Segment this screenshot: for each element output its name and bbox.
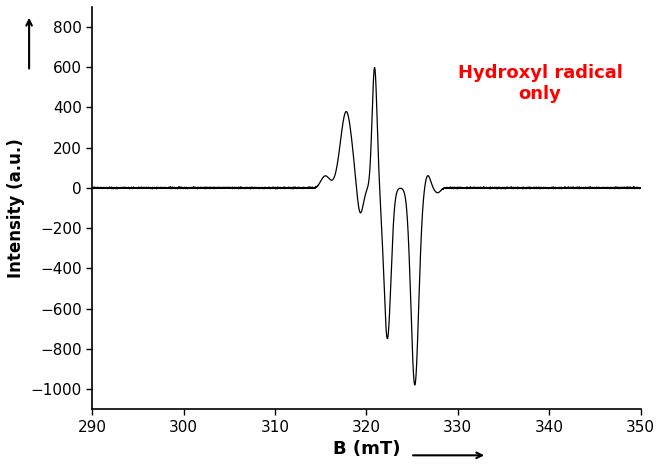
Y-axis label: Intensity (a.u.): Intensity (a.u.) <box>7 138 25 278</box>
X-axis label: B (mT): B (mT) <box>332 440 400 458</box>
Text: Hydroxyl radical
only: Hydroxyl radical only <box>457 64 622 103</box>
